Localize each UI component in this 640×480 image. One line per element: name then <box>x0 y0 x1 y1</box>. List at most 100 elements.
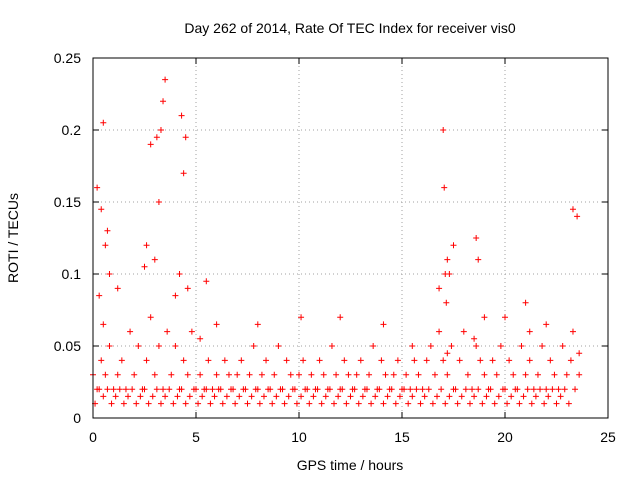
data-point <box>394 357 401 364</box>
data-point <box>133 400 140 407</box>
data-point <box>100 321 107 328</box>
data-point <box>481 371 488 378</box>
data-point <box>174 393 181 400</box>
data-point <box>114 371 121 378</box>
data-point <box>180 357 187 364</box>
data-point <box>248 393 255 400</box>
data-point <box>431 371 438 378</box>
data-point <box>440 357 447 364</box>
data-point <box>203 278 210 285</box>
y-tick-label-2: 0.1 <box>62 266 82 282</box>
y-tick-label-4: 0.2 <box>62 122 82 138</box>
data-point <box>450 242 457 249</box>
data-point <box>263 357 270 364</box>
data-point <box>98 206 105 213</box>
data-point <box>225 371 232 378</box>
data-point <box>473 343 480 349</box>
data-point <box>203 386 210 393</box>
data-point <box>444 256 451 263</box>
data-point <box>541 400 548 407</box>
data-point <box>572 386 579 393</box>
data-point <box>151 256 158 263</box>
data-point <box>172 343 179 349</box>
data-point <box>141 386 148 393</box>
data-point <box>184 285 191 292</box>
data-point <box>273 393 280 400</box>
data-point <box>423 357 430 364</box>
data-point <box>162 393 169 400</box>
data-point <box>359 393 366 400</box>
data-point <box>166 386 173 393</box>
data-point <box>219 400 226 407</box>
data-point <box>333 371 340 378</box>
data-point <box>411 357 418 364</box>
data-point <box>516 400 523 407</box>
data-point <box>576 371 583 378</box>
data-point <box>396 393 403 400</box>
data-point <box>250 343 257 349</box>
data-point <box>345 371 352 378</box>
data-point <box>436 285 443 292</box>
data-point <box>506 357 513 364</box>
data-point <box>135 343 142 349</box>
data-point <box>563 371 570 378</box>
data-point <box>518 343 525 349</box>
data-point <box>491 400 498 407</box>
data-point <box>382 371 389 378</box>
data-point <box>479 400 486 407</box>
y-tick-label-5: 0.25 <box>54 50 81 66</box>
data-point <box>508 393 515 400</box>
data-point <box>454 400 461 407</box>
data-point <box>376 386 383 393</box>
data-point <box>131 371 138 378</box>
data-point <box>316 357 323 364</box>
data-point <box>232 400 239 407</box>
data-point <box>143 357 150 364</box>
data-point <box>326 386 333 393</box>
data-point <box>357 357 364 364</box>
data-point <box>110 386 117 393</box>
data-point <box>236 393 243 400</box>
data-point <box>555 386 562 393</box>
data-point <box>147 314 154 321</box>
y-tick-label-3: 0.15 <box>54 194 81 210</box>
data-point <box>141 263 148 270</box>
data-point <box>421 393 428 400</box>
data-point <box>380 400 387 407</box>
data-point <box>160 98 167 105</box>
data-point <box>104 227 111 234</box>
data-point <box>164 328 171 335</box>
data-point <box>443 299 450 306</box>
y-tick-label-0: 0 <box>73 410 81 426</box>
plot-frame <box>92 57 609 419</box>
data-point <box>471 393 478 400</box>
data-point <box>213 321 220 328</box>
data-point <box>343 400 350 407</box>
data-point <box>565 400 572 407</box>
data-point <box>456 357 463 364</box>
data-point <box>553 400 560 407</box>
data-point <box>401 386 408 393</box>
data-point <box>524 386 531 393</box>
data-point <box>502 314 508 321</box>
x-tick-label-2: 10 <box>291 429 307 445</box>
data-point <box>576 350 583 357</box>
data-point <box>137 393 144 400</box>
data-point <box>298 393 305 400</box>
data-point <box>234 371 241 378</box>
axis-ticks: 0 5 10 15 20 25 0 0.05 0.1 0.15 0.2 0.25 <box>54 50 616 445</box>
data-point <box>392 400 399 407</box>
data-point <box>153 386 160 393</box>
data-point <box>436 328 443 335</box>
x-tick-label-1: 5 <box>192 429 200 445</box>
data-point <box>143 242 150 249</box>
data-point <box>106 343 113 349</box>
data-point <box>347 393 354 400</box>
data-point <box>180 170 187 177</box>
data-point <box>260 393 267 400</box>
data-point <box>497 343 504 349</box>
data-point <box>547 357 554 364</box>
data-point <box>528 400 535 407</box>
data-point <box>238 357 245 364</box>
data-point <box>489 357 496 364</box>
